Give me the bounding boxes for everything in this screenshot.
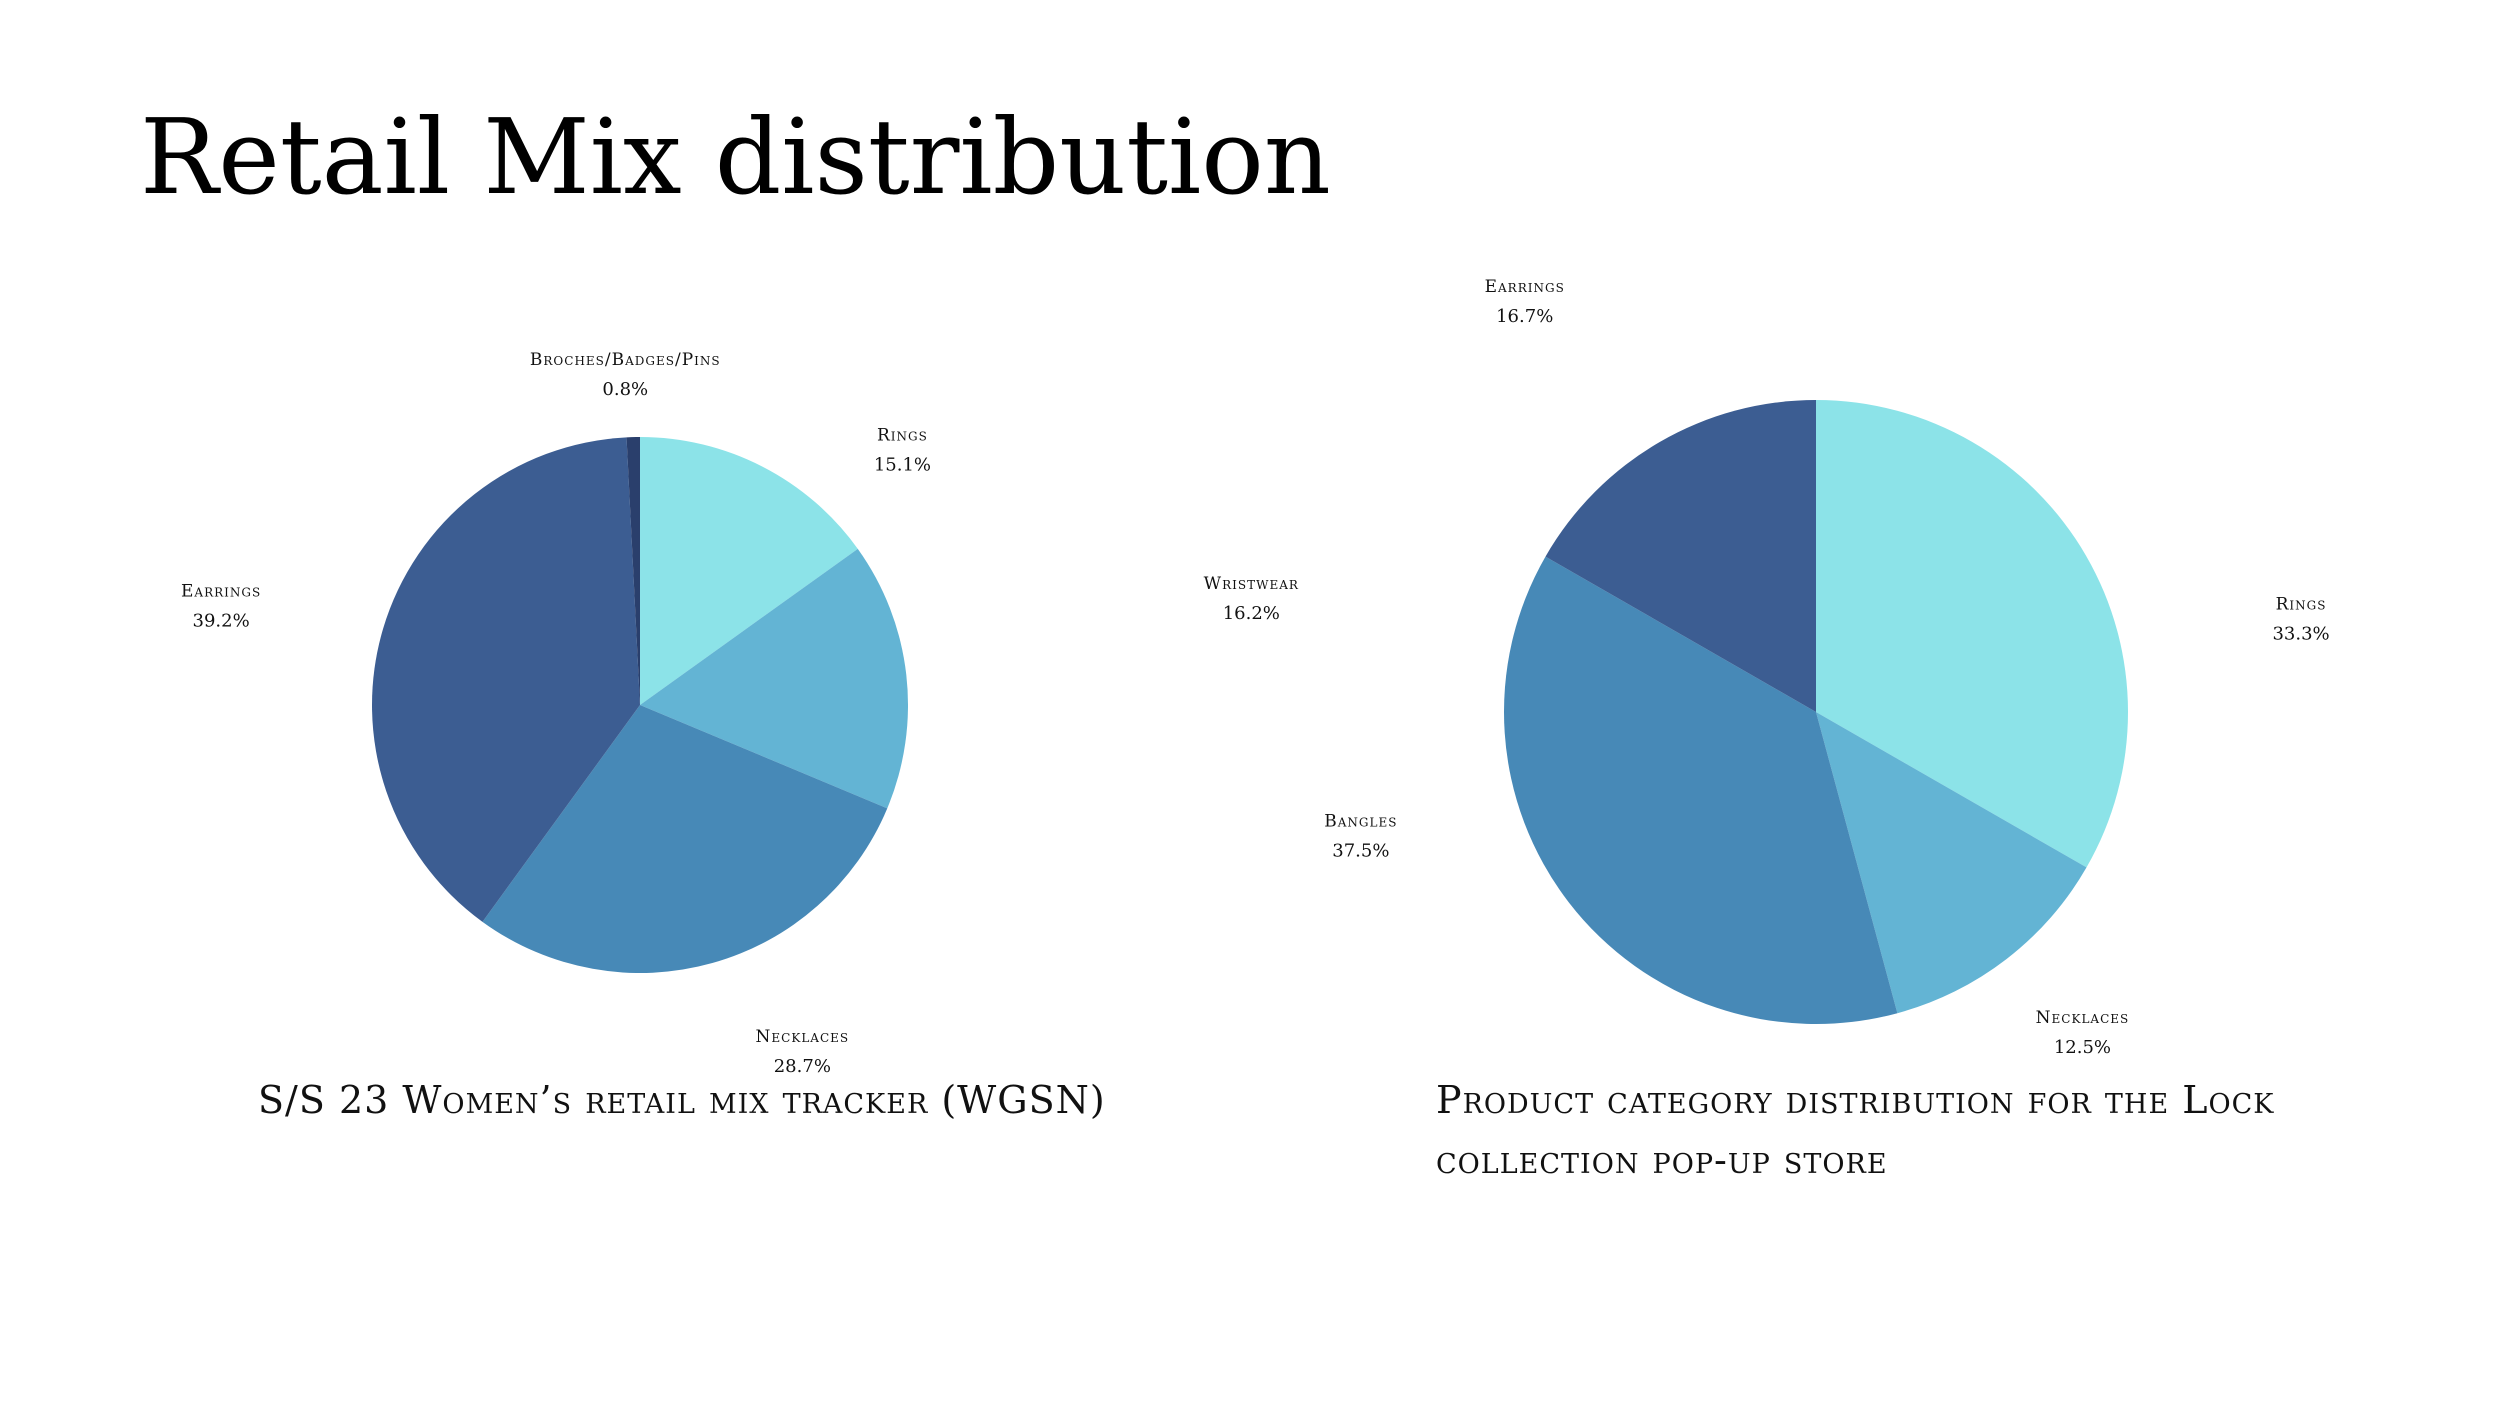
chart-caption-retail-mix: S/S 23 Women’s retail mix tracker (WGSN) [258,1078,1106,1122]
slice-value-wristwear: 16.2% [1223,603,1280,624]
page-title: Retail Mix distribution [140,96,1331,218]
slice-label-broches-badges-pins: Broches/Badges/Pins [530,350,721,370]
slice-value-bangles: 37.5% [1332,840,1389,861]
slice-value-earrings: 16.7% [1496,306,1553,327]
pie-slice-earrings [1545,400,1816,712]
pie-slice-necklaces [1816,712,2087,1014]
pie-slice-bangles [1504,556,1898,1024]
pie-slice-rings [1816,399,2128,868]
pie-slice-wristwear [640,548,908,809]
slice-label-wristwear: Wristwear [1204,574,1299,594]
slice-label-rings: Rings [877,426,928,446]
slice-value-rings: 15.1% [874,455,931,476]
slice-label-earrings: Earrings [1485,277,1565,297]
slice-value-broches-badges-pins: 0.8% [602,379,648,400]
pie-slice-broches-badges-pins [626,437,640,705]
pie-slice-rings [640,437,858,705]
slice-value-necklaces: 12.5% [2054,1037,2111,1058]
slice-value-earrings: 39.2% [193,611,250,632]
slice-label-rings: Rings [2276,595,2327,615]
slice-label-earrings: Earrings [181,582,261,602]
slice-value-rings: 33.3% [2272,624,2329,645]
slice-label-necklaces: Necklaces [756,1027,850,1047]
pie-slice-necklaces [482,705,888,973]
pie-slice-earrings [372,437,640,922]
slice-label-necklaces: Necklaces [2036,1008,2130,1028]
chart-caption-lock-collection: Product category distribution for the Lo… [1436,1078,2275,1182]
slice-label-bangles: Bangles [1324,811,1397,831]
slice-value-necklaces: 28.7% [774,1056,831,1077]
